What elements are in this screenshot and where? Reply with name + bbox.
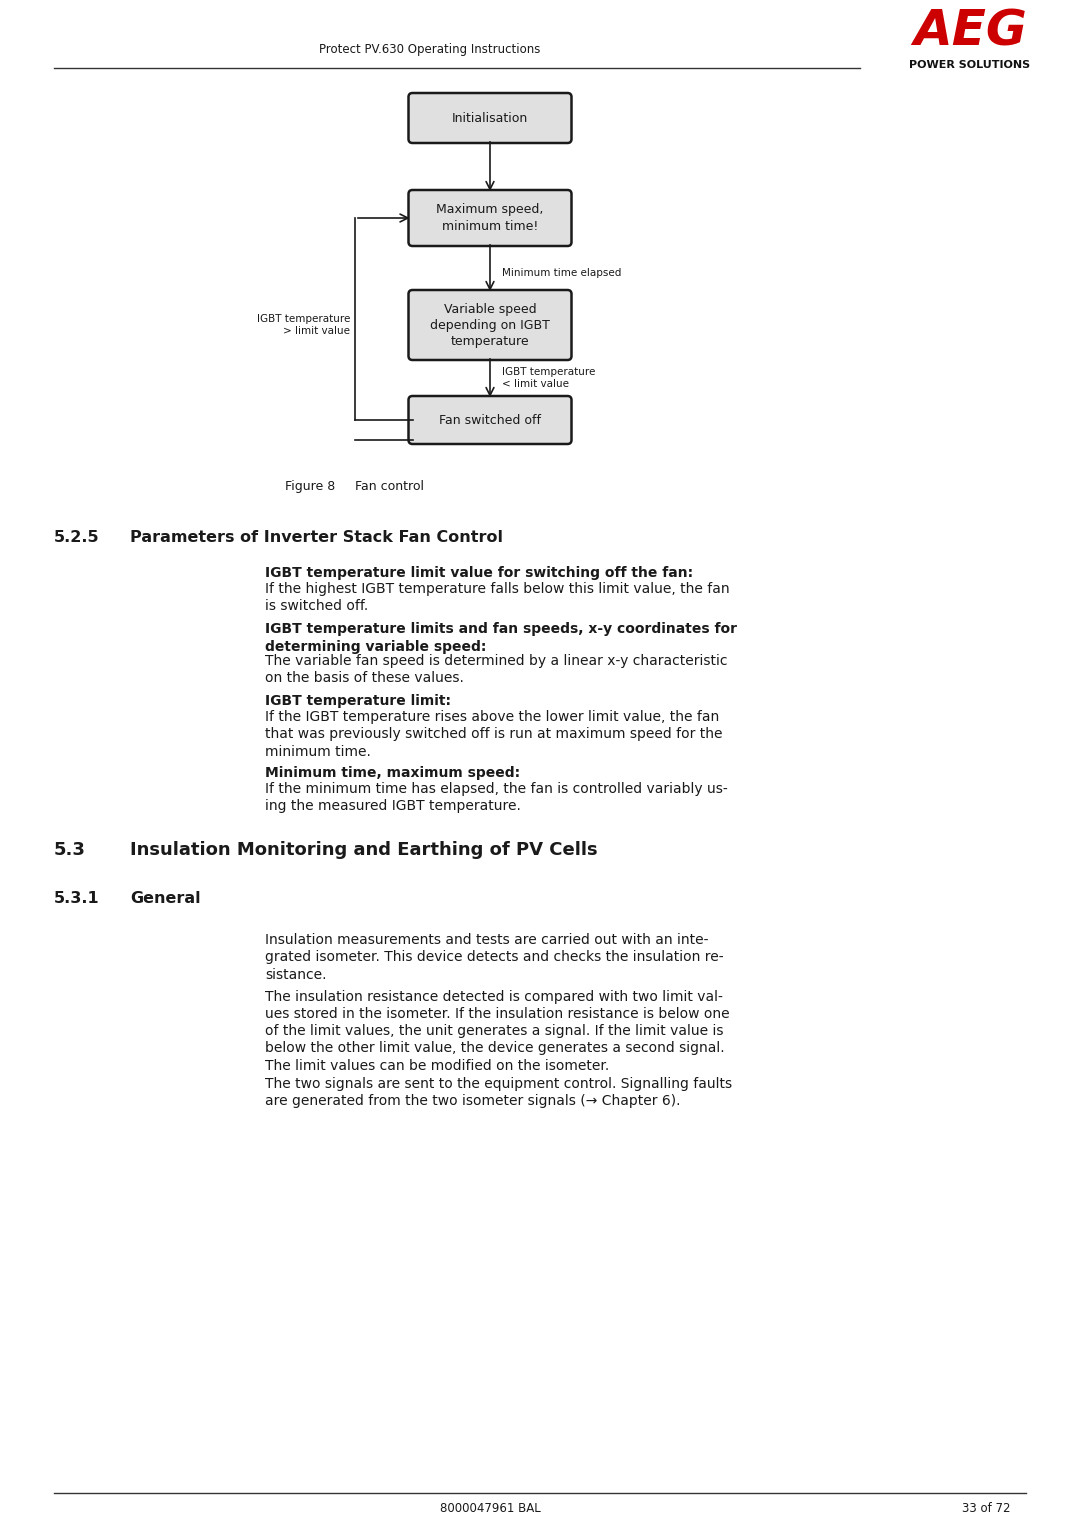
Text: Fan control: Fan control [355,479,424,493]
FancyBboxPatch shape [408,290,571,360]
Text: AEG: AEG [913,8,1027,56]
Text: If the highest IGBT temperature falls below this limit value, the fan
is switche: If the highest IGBT temperature falls be… [265,582,730,612]
Text: IGBT temperature
> limit value: IGBT temperature > limit value [257,315,350,336]
Text: 33 of 72: 33 of 72 [961,1501,1010,1515]
FancyBboxPatch shape [408,189,571,246]
Text: Parameters of Inverter Stack Fan Control: Parameters of Inverter Stack Fan Control [130,530,503,545]
Text: If the minimum time has elapsed, the fan is controlled variably us-
ing the meas: If the minimum time has elapsed, the fan… [265,782,728,814]
Text: If the IGBT temperature rises above the lower limit value, the fan
that was prev: If the IGBT temperature rises above the … [265,710,723,759]
Text: The two signals are sent to the equipment control. Signalling faults
are generat: The two signals are sent to the equipmen… [265,1077,732,1109]
Text: Variable speed
depending on IGBT
temperature: Variable speed depending on IGBT tempera… [430,302,550,348]
Text: Insulation measurements and tests are carried out with an inte-
grated isometer.: Insulation measurements and tests are ca… [265,933,724,982]
Text: The insulation resistance detected is compared with two limit val-
ues stored in: The insulation resistance detected is co… [265,989,730,1072]
FancyBboxPatch shape [408,93,571,144]
Text: 5.3: 5.3 [54,841,86,860]
Text: IGBT temperature
< limit value: IGBT temperature < limit value [502,366,595,389]
Text: 8000047961 BAL: 8000047961 BAL [440,1501,540,1515]
Text: Fan switched off: Fan switched off [438,414,541,426]
Text: Maximum speed,
minimum time!: Maximum speed, minimum time! [436,203,543,232]
Text: IGBT temperature limit:: IGBT temperature limit: [265,695,451,709]
Text: Protect PV.630 Operating Instructions: Protect PV.630 Operating Instructions [320,43,541,56]
Text: 5.3.1: 5.3.1 [54,890,99,906]
Text: General: General [130,890,201,906]
Text: Figure 8: Figure 8 [285,479,335,493]
Text: The variable fan speed is determined by a linear x-y characteristic
on the basis: The variable fan speed is determined by … [265,654,728,684]
Text: Minimum time, maximum speed:: Minimum time, maximum speed: [265,767,521,780]
Text: 5.2.5: 5.2.5 [54,530,99,545]
Text: IGBT temperature limit value for switching off the fan:: IGBT temperature limit value for switchi… [265,567,693,580]
Text: Insulation Monitoring and Earthing of PV Cells: Insulation Monitoring and Earthing of PV… [130,841,597,860]
FancyBboxPatch shape [408,395,571,444]
Text: IGBT temperature limits and fan speeds, x-y coordinates for
determining variable: IGBT temperature limits and fan speeds, … [265,623,737,654]
Text: POWER SOLUTIONS: POWER SOLUTIONS [909,60,1030,70]
Text: Initialisation: Initialisation [451,111,528,125]
Text: Minimum time elapsed: Minimum time elapsed [502,269,621,278]
